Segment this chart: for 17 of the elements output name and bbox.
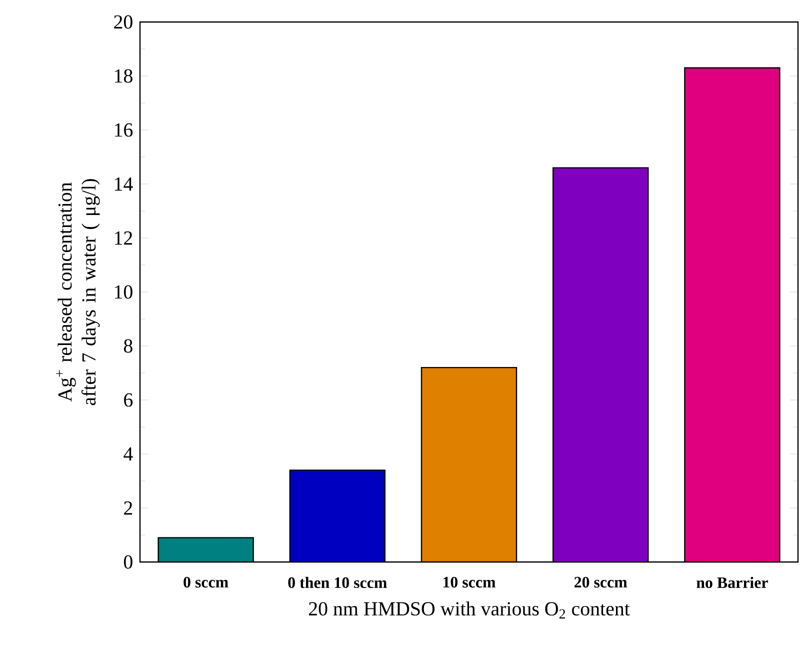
- y-tick-label: 0: [124, 555, 132, 569]
- y-tick-label: 20: [114, 15, 132, 29]
- y-tick-label: 16: [114, 123, 133, 137]
- x-tick-label: 0 sccm: [184, 576, 228, 588]
- y-tick-label: 8: [124, 339, 132, 353]
- x-tick-label: no Barrier: [696, 576, 768, 588]
- x-tick-label: 10 sccm: [444, 576, 496, 588]
- y-tick-label: 2: [124, 501, 132, 515]
- y-tick-label: 4: [124, 447, 133, 461]
- x-tick-label: 20 sccm: [574, 576, 628, 588]
- x-axis-title: 20 nm HMDSO with various O$_{2}$ content: [308, 602, 630, 618]
- y-tick-label: 6: [124, 393, 133, 407]
- y-tick-label: 18: [114, 69, 132, 83]
- y-tick-label: 10: [114, 285, 132, 299]
- y-tick-label: 14: [114, 177, 133, 191]
- y-tick-label: 12: [114, 231, 132, 245]
- x-tick-label: 0 then 10 sccm: [288, 576, 387, 588]
